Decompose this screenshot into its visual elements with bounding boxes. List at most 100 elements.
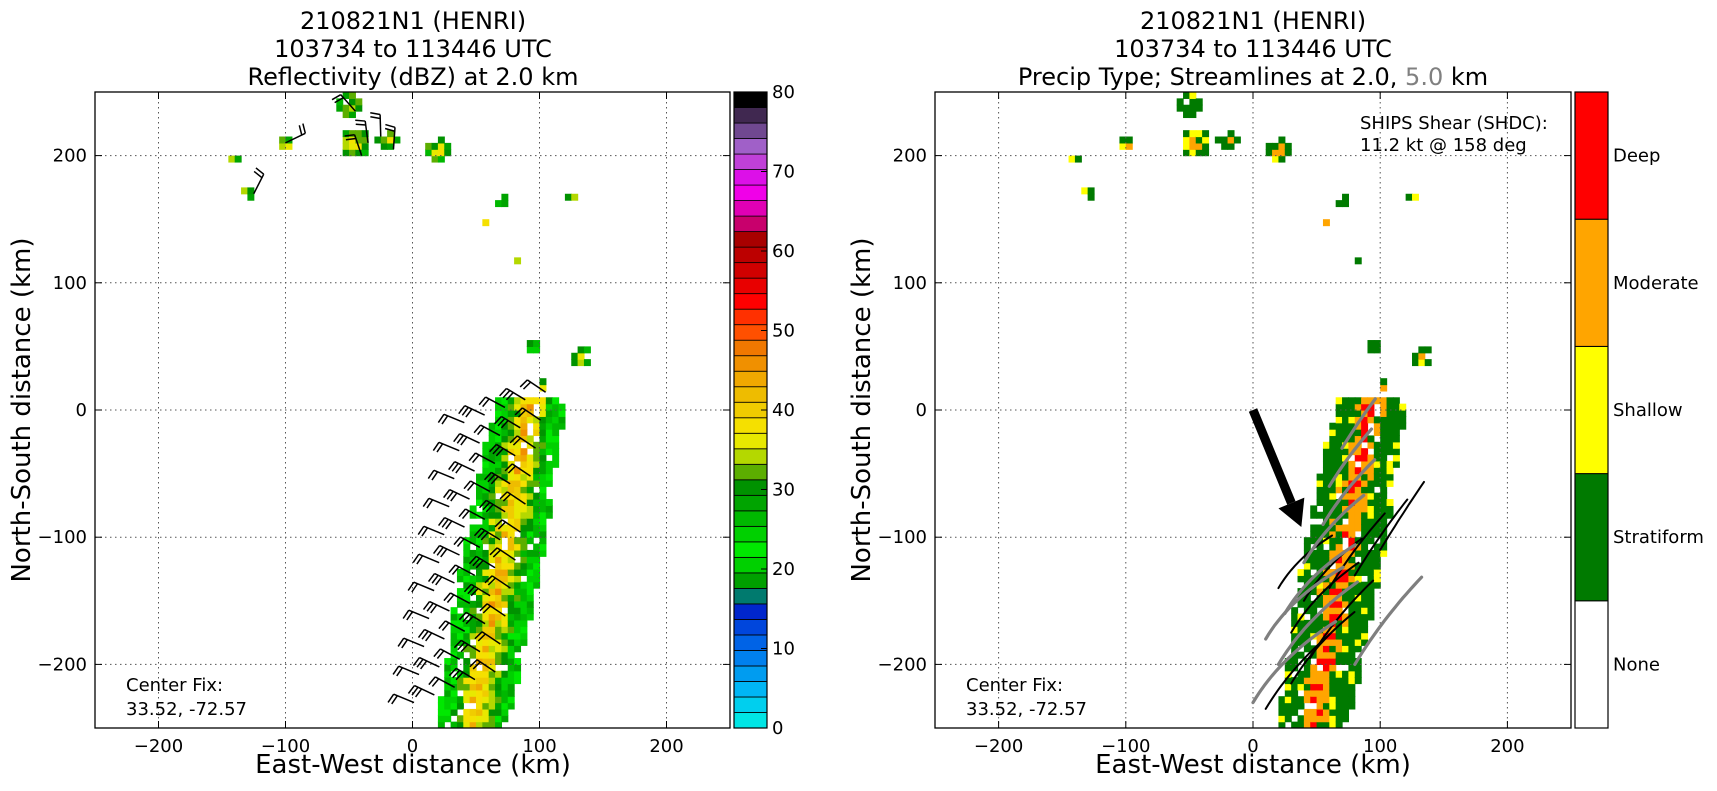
reflectivity-cell <box>495 518 502 526</box>
y-tick-label: −100 <box>38 527 87 548</box>
reflectivity-cell <box>539 479 547 487</box>
wind-barb <box>499 387 526 401</box>
precip-type-cell <box>1183 111 1190 119</box>
precip-type-cell <box>1316 473 1324 481</box>
precip-type-cell <box>1348 524 1356 532</box>
precip-type-cell <box>1373 467 1381 475</box>
wind-barb <box>468 555 496 569</box>
precip-type-cell <box>1348 467 1356 475</box>
wind-barb <box>422 600 450 614</box>
reflectivity-cell <box>520 435 528 443</box>
precip-type-cell <box>1392 454 1400 462</box>
reflectivity-cell <box>514 594 522 602</box>
precip-type-cell <box>1354 511 1362 519</box>
reflectivity-cell <box>533 549 541 557</box>
precip-type-cell <box>1303 721 1311 728</box>
reflectivity-cell <box>488 543 496 551</box>
reflectivity-cell <box>507 505 515 513</box>
precip-type-cell <box>1367 581 1375 589</box>
x-tick-label: −100 <box>261 736 310 757</box>
wind-barb <box>519 379 547 393</box>
reflectivity-cell <box>495 556 502 564</box>
reflectivity-cell <box>507 530 515 538</box>
wind-barb <box>355 119 369 143</box>
colorbar-segment <box>733 432 768 450</box>
reflectivity-cell <box>514 588 522 596</box>
precip-type-cell <box>1342 581 1349 589</box>
reflectivity-cell <box>514 397 522 405</box>
precip-type-cell <box>1335 588 1343 596</box>
precip-type-cell <box>1380 378 1388 386</box>
precip-type-cell <box>1361 543 1369 551</box>
precip-type-cell <box>1297 619 1305 627</box>
precip-type-cell <box>1335 658 1343 665</box>
precip-type-cell <box>1303 632 1311 640</box>
precip-type-cell <box>1342 600 1349 608</box>
precip-type-cell <box>1195 149 1203 157</box>
precip-type-cell <box>1303 537 1311 545</box>
colorbar-segment <box>733 138 768 155</box>
reflectivity-cell <box>539 378 547 386</box>
reflectivity-cell <box>482 664 490 672</box>
reflectivity-cell <box>488 664 496 672</box>
precip-type-cell <box>1380 416 1388 424</box>
reflectivity-cell <box>469 677 477 685</box>
reflectivity-cell <box>228 155 236 163</box>
precip-type-cell <box>1380 403 1388 411</box>
precip-type-cell <box>1348 441 1356 449</box>
precip-type-cell <box>1373 581 1381 589</box>
reflectivity-cell <box>482 638 490 646</box>
precip-type-cell <box>1348 562 1356 570</box>
precip-type-cell <box>1354 257 1362 265</box>
precip-type-cell <box>1329 518 1337 526</box>
reflectivity-cell <box>482 492 490 500</box>
wind-barb <box>514 407 541 421</box>
precip-type-cell <box>1272 142 1280 150</box>
precip-type-cell <box>1329 715 1337 723</box>
reflectivity-cell <box>476 645 483 653</box>
reflectivity-cell <box>507 479 515 487</box>
reflectivity-cell <box>495 499 502 506</box>
precip-type-cell <box>1233 136 1241 144</box>
reflectivity-cell <box>469 511 477 519</box>
precip-type-cell <box>1068 155 1076 163</box>
reflectivity-cell <box>501 492 509 500</box>
reflectivity-cell <box>539 486 547 494</box>
reflectivity-cell <box>463 581 471 589</box>
reflectivity-cell <box>488 619 496 627</box>
precip-type-cell <box>1348 638 1356 646</box>
reflectivity-cell <box>495 683 502 691</box>
precip-type-cell <box>1322 702 1330 710</box>
reflectivity-cell <box>488 422 496 430</box>
reflectivity-cell <box>501 588 509 596</box>
precip-type-cell <box>1367 454 1375 462</box>
precip-type-cell <box>1335 677 1343 685</box>
precip-type-cell <box>1348 677 1356 685</box>
precip-type-cell <box>1335 696 1343 704</box>
reflectivity-cell <box>520 448 528 456</box>
reflectivity-cell <box>520 588 528 596</box>
precip-type-cell <box>1342 492 1349 500</box>
reflectivity-cell <box>349 149 356 157</box>
reflectivity-cell <box>577 346 585 354</box>
reflectivity-cell <box>495 467 502 475</box>
reflectivity-cell <box>469 708 477 716</box>
colorbar-segment <box>733 324 768 341</box>
precip-type-cell <box>1297 696 1305 704</box>
precip-type-cell <box>1354 626 1362 634</box>
reflectivity-cell <box>520 410 528 417</box>
reflectivity-cell <box>476 562 483 570</box>
reflectivity-cell <box>355 130 363 138</box>
reflectivity-cell <box>507 562 515 570</box>
reflectivity-cell <box>545 499 553 506</box>
wind-barb <box>417 628 445 642</box>
reflectivity-cell <box>495 689 502 697</box>
reflectivity-cell <box>476 696 483 704</box>
precip-type-cell <box>1291 696 1299 704</box>
reflectivity-cell <box>514 626 522 634</box>
precip-type-cell <box>1329 702 1337 710</box>
precip-type-cell <box>1310 715 1318 723</box>
reflectivity-cell <box>495 575 502 583</box>
precip-type-cell <box>1303 696 1311 704</box>
reflectivity-cell <box>533 499 541 506</box>
